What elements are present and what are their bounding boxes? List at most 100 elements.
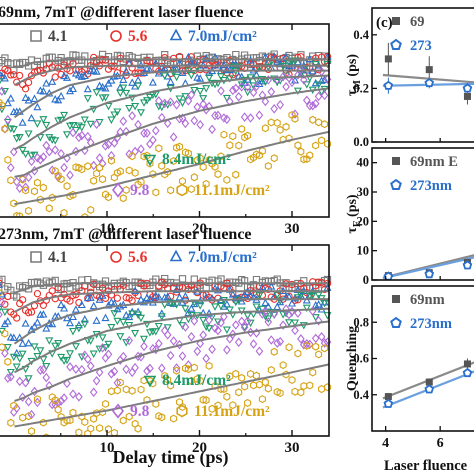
data-point — [33, 120, 42, 128]
legend-label: 273nm — [410, 178, 452, 194]
data-point — [25, 206, 33, 215]
data-point — [24, 172, 33, 183]
data-point — [7, 71, 15, 79]
plot-frame — [0, 244, 330, 437]
data-point — [142, 97, 152, 105]
data-point — [211, 162, 219, 171]
data-point — [131, 168, 139, 177]
data-point — [311, 314, 320, 322]
x-axis-label: Laser fluence — [384, 458, 468, 474]
data-point — [7, 418, 15, 427]
data-point — [95, 295, 104, 303]
data-point — [0, 87, 9, 96]
data-point — [73, 438, 79, 445]
data-point — [302, 95, 311, 106]
legend-label: 4.1 — [48, 249, 67, 266]
data-point — [300, 381, 308, 391]
data-point — [6, 162, 15, 173]
data-point — [270, 104, 279, 114]
data-point — [297, 65, 305, 75]
fit-line — [382, 370, 474, 409]
data-point — [122, 310, 131, 319]
data-point — [309, 115, 317, 124]
data-point — [57, 353, 66, 362]
data-point — [29, 218, 35, 225]
data-point — [9, 147, 18, 157]
data-point — [273, 302, 282, 310]
data-point — [305, 74, 314, 83]
data-point — [1, 300, 9, 308]
data-point — [211, 110, 219, 121]
data-point — [173, 143, 181, 152]
data-point — [199, 99, 208, 109]
data-point — [48, 193, 56, 202]
data-point — [151, 125, 160, 136]
data-point — [190, 363, 198, 372]
data-point — [231, 83, 240, 94]
data-point — [284, 319, 294, 327]
data-point — [131, 330, 140, 338]
data-point — [247, 155, 255, 164]
plot-area — [0, 274, 332, 445]
data-point — [30, 386, 39, 397]
data-point — [119, 416, 127, 425]
fit-line — [382, 73, 474, 84]
data-point — [291, 114, 299, 123]
data-point — [190, 86, 199, 95]
data-point — [104, 102, 113, 111]
data-point — [101, 313, 110, 322]
square-legend-symbol — [392, 157, 400, 165]
data-point — [279, 361, 287, 370]
data-point — [238, 124, 246, 134]
legend-label: 9.8 — [130, 403, 150, 420]
data-point — [30, 94, 39, 102]
data-point — [16, 212, 24, 217]
data-point — [98, 291, 107, 299]
data-point — [60, 208, 68, 217]
series-11.1-markers — [0, 98, 332, 225]
data-point — [291, 387, 299, 396]
data-point — [187, 304, 196, 312]
data-point — [0, 279, 3, 287]
data-point — [110, 111, 119, 119]
data-point — [167, 381, 175, 390]
data-point — [0, 343, 6, 352]
data-point — [0, 275, 6, 284]
data-point — [60, 71, 69, 80]
plot-area — [382, 358, 474, 409]
data-point — [205, 361, 213, 370]
data-point — [202, 323, 211, 331]
data-point — [225, 306, 234, 315]
data-point — [160, 98, 169, 109]
data-point — [314, 81, 323, 89]
data-point — [252, 371, 260, 380]
data-point — [119, 194, 127, 203]
data-point — [0, 70, 4, 77]
y-axis-label-subscript: E — [352, 220, 363, 227]
data-point — [116, 167, 124, 176]
data-point — [234, 294, 243, 302]
data-point — [75, 428, 83, 436]
data-point — [57, 91, 66, 100]
data-point — [101, 94, 110, 102]
data-point — [291, 325, 299, 336]
data-point — [63, 378, 71, 389]
tau-m-panel: 0.0 0.2 0.4 τM (ps) 69 273 (c) — [345, 7, 474, 149]
data-point — [240, 51, 249, 59]
data-point — [264, 63, 273, 72]
data-point — [16, 71, 24, 80]
data-point — [302, 81, 311, 89]
data-point — [71, 343, 80, 351]
y-tick-label: 0.0 — [353, 135, 369, 149]
data-point — [243, 88, 252, 97]
hexagon-legend-symbol — [176, 183, 188, 197]
data-point — [113, 386, 121, 395]
data-point — [309, 368, 317, 377]
y-axis-label-symbol: τ — [345, 227, 360, 234]
data-point — [267, 282, 276, 290]
data-point — [282, 122, 290, 131]
data-point — [74, 320, 83, 329]
data-point — [0, 305, 4, 312]
data-point — [66, 284, 74, 292]
data-point — [145, 93, 154, 102]
